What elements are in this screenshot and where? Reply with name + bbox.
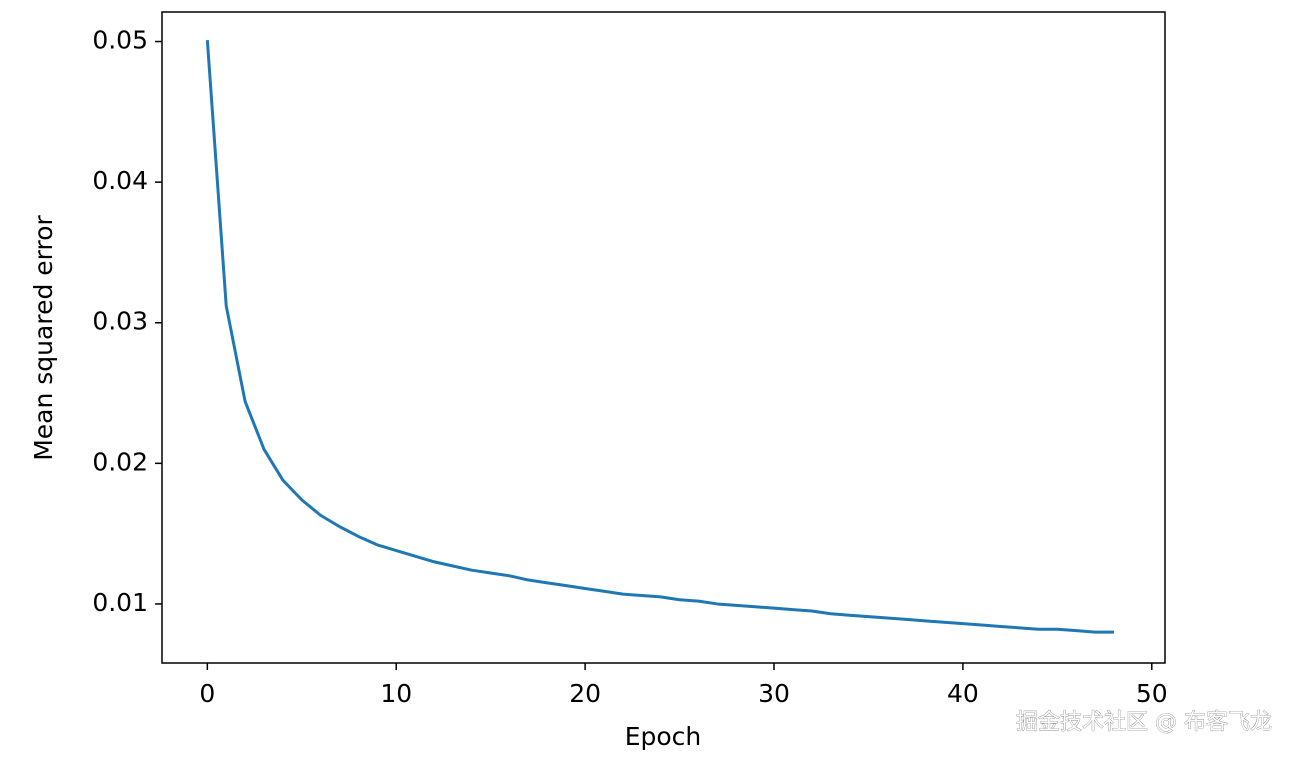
x-tick-label: 10 [380,679,412,708]
y-tick-label: 0.03 [92,307,148,336]
x-tick-label: 20 [569,679,601,708]
plot-frame [161,11,1166,664]
x-tick-label: 30 [758,679,790,708]
x-tick-label: 40 [947,679,979,708]
y-tick-label: 0.05 [92,26,148,55]
x-axis-label: Epoch [625,722,702,751]
line [205,40,1114,634]
y-tick-label: 0.01 [92,588,148,617]
x-tick-label: 50 [1136,679,1168,708]
y-tick-label: 0.02 [92,447,148,476]
y-axis-label: Mean squared error [29,214,58,460]
y-tick-label: 0.04 [92,166,148,195]
watermark: 掘金技术社区 @ 布客飞龙 [1016,710,1272,735]
x-tick-label: 0 [199,679,215,708]
